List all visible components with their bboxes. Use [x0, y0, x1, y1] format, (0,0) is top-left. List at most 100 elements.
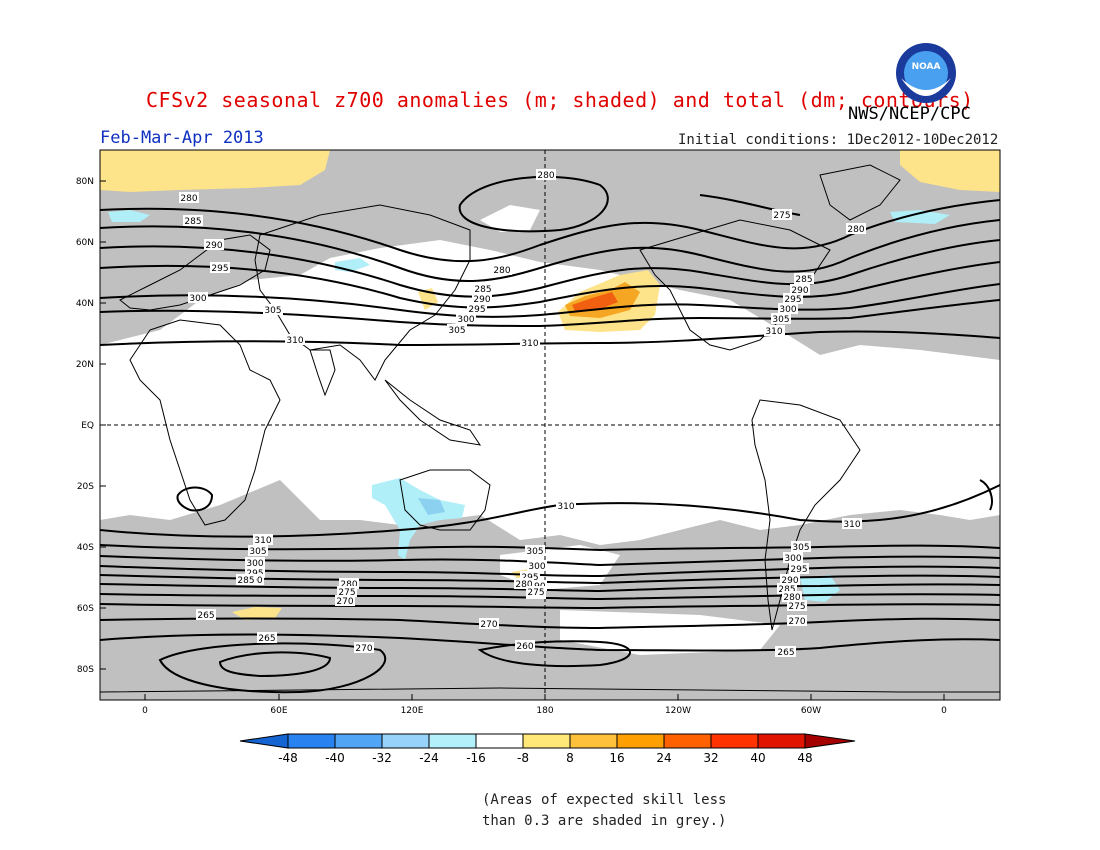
contour-label-bg	[204, 239, 224, 250]
contour-label: 310	[254, 536, 271, 546]
contour-nh-305	[100, 299, 1000, 328]
contour-label-bg	[467, 303, 487, 314]
contour-label: 310	[843, 520, 860, 530]
contour-label-bg	[777, 583, 797, 594]
contour-label-bg	[245, 557, 265, 568]
contour-label-bg	[556, 500, 576, 511]
lat-label: 20N	[76, 360, 94, 370]
contour-label: 305	[264, 306, 281, 316]
contour-label: 280	[493, 266, 510, 276]
contour-label-bg	[183, 215, 203, 226]
contour-label-bg	[789, 563, 809, 574]
contour-label: 305	[772, 315, 789, 325]
footnote-line-2: than 0.3 are shaded in grey.)	[482, 813, 727, 829]
pos-anomaly-ne	[900, 150, 1000, 192]
contour-nh-285	[100, 219, 1000, 282]
contour-sh-260	[477, 640, 631, 668]
contour-label-bg	[447, 324, 467, 335]
contour-label: 295	[468, 305, 485, 315]
contour-label-bg	[479, 618, 499, 629]
coast-antarctica	[100, 687, 1000, 693]
colorbar: -48 -40 -32 -24 -16 -8 8 16 24 32 40 48	[239, 733, 856, 765]
contour-label: 290	[473, 295, 490, 305]
colorbar-arrow-right	[804, 733, 856, 749]
lat-label: 80N	[76, 177, 94, 187]
contour-label-bg	[263, 304, 283, 315]
contour-label: 305	[526, 547, 543, 557]
coast-greenland	[819, 164, 901, 221]
lon-label: 120W	[665, 706, 691, 716]
contour-label: 285	[184, 217, 201, 227]
contour-nh-310	[100, 330, 1000, 347]
contour-label: 310	[521, 339, 538, 349]
contour-label-bg	[285, 334, 305, 345]
contour-label: 300	[457, 315, 474, 325]
coast-africa	[129, 319, 281, 526]
noaa-logo: NOAA	[896, 43, 956, 103]
contour-label: 275	[773, 211, 790, 221]
colorbar-segment	[663, 733, 712, 749]
contour-label: 285	[778, 585, 795, 595]
contour-sh-300	[100, 555, 1000, 567]
colorbar-segment	[475, 733, 524, 749]
contour-label-bg	[248, 545, 268, 556]
contour-sh-305	[100, 544, 1000, 552]
contour-label-bg	[520, 571, 540, 582]
contour-label: 280	[847, 225, 864, 235]
contour-label-bg	[778, 303, 798, 314]
lon-label: 60E	[270, 706, 287, 716]
contour-label-bg	[526, 586, 546, 597]
contour-label: 270	[336, 597, 353, 607]
contour-label-bg	[514, 578, 534, 589]
colorbar-segment	[522, 733, 571, 749]
contour-sh-270	[100, 617, 1000, 630]
contour-label-bg	[257, 632, 277, 643]
lat-label: 20S	[77, 482, 94, 492]
contour-label: 300	[528, 562, 545, 572]
contour-label-bg	[520, 337, 540, 348]
initial-conditions: Initial conditions: 1Dec2012-10Dec2012	[678, 132, 999, 148]
contour-label-bg	[472, 293, 492, 304]
contour-label-bg	[179, 192, 199, 203]
contour-sh-280	[100, 593, 1000, 601]
contour-label-bg	[236, 574, 256, 585]
contour-label-bg	[842, 518, 862, 529]
contour-label-bg	[492, 264, 512, 275]
lon-label: 180	[536, 706, 553, 716]
contour-label: 260	[516, 642, 533, 652]
contour-sh-265	[100, 633, 1000, 652]
forecast-period: Feb-Mar-Apr 2013	[100, 128, 264, 148]
map-axes: 80N 60N 40N 20N EQ 20S 40S 60S 80S 0 60E 120E 180 120…	[76, 177, 947, 716]
contour-label: 290	[791, 286, 808, 296]
agency-label: NWS/NCEP/CPC	[848, 104, 971, 124]
contour-label-bg	[188, 292, 208, 303]
contour-label-bg	[335, 595, 355, 606]
contour-label-bg	[527, 560, 547, 571]
contour-label-bg	[245, 567, 265, 578]
contour-sh-290	[100, 574, 1000, 585]
contour-label: 300	[784, 554, 801, 564]
neg-anomaly-atlantic-north-w	[108, 210, 150, 222]
positive-anomalies	[100, 150, 1000, 620]
lon-label: 0	[941, 706, 947, 716]
colorbar-label: 16	[609, 751, 624, 765]
contour-label: 265	[258, 634, 275, 644]
contour-label-bg	[787, 615, 807, 626]
pos-anomaly-nw	[100, 150, 330, 192]
contour-label-bg	[790, 284, 810, 295]
contour-label-bg	[337, 586, 357, 597]
colorbar-label: 32	[703, 751, 718, 765]
colorbar-segment	[334, 733, 383, 749]
contour-label-bg	[783, 552, 803, 563]
contour-label: 310	[557, 502, 574, 512]
chart-title: CFSv2 seasonal z700 anomalies (m; shaded…	[146, 88, 974, 112]
contour-label-bg	[771, 313, 791, 324]
contour-label: 280	[515, 580, 532, 590]
lon-label: 0	[142, 706, 148, 716]
colorbar-label: 24	[656, 751, 671, 765]
colorbar-label: -40	[325, 751, 345, 765]
contour-label: 300	[246, 559, 263, 569]
contour-label-bg	[776, 646, 796, 657]
contour-label: 300	[779, 305, 796, 315]
